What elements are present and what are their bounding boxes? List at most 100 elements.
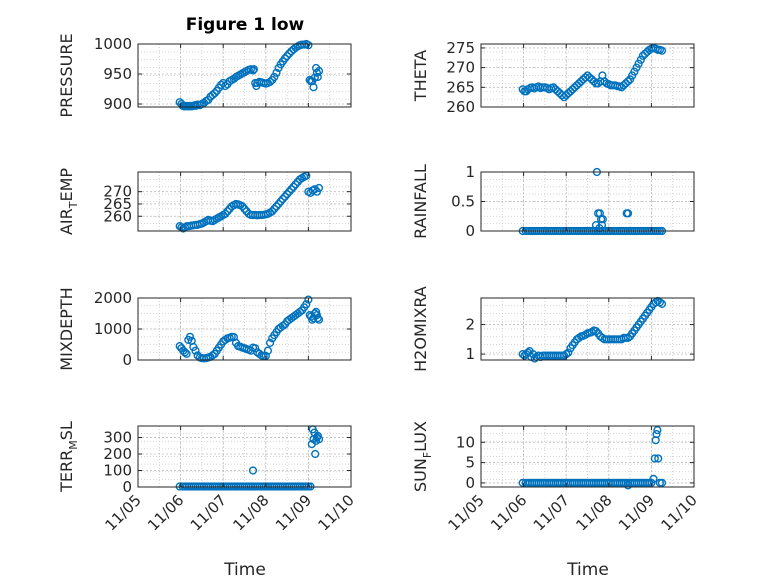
data-point bbox=[623, 77, 633, 86]
y-tick-label: 270 bbox=[103, 183, 132, 201]
data-point bbox=[283, 190, 292, 199]
data-point bbox=[623, 481, 633, 490]
data-point bbox=[302, 300, 311, 309]
y-axis-label-0: PRESSURE bbox=[57, 33, 76, 117]
data-point bbox=[314, 183, 324, 193]
y-axis-label-3: RAINFALL bbox=[411, 164, 430, 239]
data-point bbox=[649, 474, 658, 484]
data-point bbox=[268, 207, 277, 216]
axes-box bbox=[137, 425, 352, 488]
y-tick-label: 2 bbox=[465, 316, 475, 334]
data-point bbox=[285, 187, 294, 196]
y-tick-label: 10 bbox=[456, 433, 475, 451]
x-tick-label: 11/07 bbox=[187, 491, 230, 534]
data-point bbox=[623, 209, 633, 218]
x-tick-label: 11/08 bbox=[572, 491, 615, 534]
data-point bbox=[630, 67, 639, 76]
data-point bbox=[272, 202, 281, 211]
data-point bbox=[208, 90, 217, 100]
data-point bbox=[591, 327, 601, 336]
y-tick-label: 1000 bbox=[94, 35, 132, 53]
y-axis-label-7: SUNFLUX bbox=[411, 421, 434, 492]
subplot-mixdepth: 0 1000 2000 MIXDEPTH bbox=[57, 287, 352, 371]
data-point bbox=[270, 72, 279, 82]
y-axis-label-5: H2OMIXRA bbox=[411, 286, 430, 372]
data-point bbox=[312, 68, 322, 77]
y-axis-label-6: TERRMSL bbox=[57, 421, 80, 493]
data-point bbox=[597, 221, 607, 230]
y-tick-label: 265 bbox=[103, 195, 132, 213]
y-tick-label: 265 bbox=[446, 78, 475, 96]
data-point bbox=[191, 346, 200, 355]
x-axis-label-right: Time bbox=[566, 560, 609, 580]
y-axis-label-1: THETA bbox=[411, 50, 430, 102]
data-point bbox=[313, 314, 322, 323]
data-point bbox=[180, 348, 190, 357]
subplot-h2omixra: 1 2 H2OMIXRA bbox=[411, 286, 695, 372]
data-point bbox=[240, 204, 249, 214]
x-tick-label: 11/07 bbox=[530, 491, 573, 534]
y-tick-label: 300 bbox=[103, 429, 132, 447]
x-tick-label: 11/09 bbox=[272, 491, 315, 534]
y-tick-label: 260 bbox=[103, 207, 132, 225]
data-point bbox=[304, 41, 313, 50]
y-tick-label: 275 bbox=[446, 39, 475, 57]
data-point bbox=[182, 349, 191, 358]
x-tick-label: 11/05 bbox=[102, 491, 145, 534]
data-point bbox=[581, 330, 590, 340]
data-point bbox=[657, 299, 667, 309]
data-point bbox=[650, 454, 659, 463]
y-tick-label: 1 bbox=[465, 345, 475, 363]
data-point bbox=[295, 307, 305, 317]
x-tick-label: 11/06 bbox=[487, 491, 530, 534]
data-point bbox=[314, 66, 324, 76]
data-point bbox=[568, 85, 577, 94]
data-point bbox=[621, 79, 630, 88]
data-point bbox=[304, 295, 313, 304]
axes-box bbox=[137, 43, 352, 108]
y-axis-label-4: MIXDEPTH bbox=[57, 287, 76, 370]
data-point bbox=[657, 478, 667, 488]
data-point bbox=[221, 209, 230, 218]
y-tick-label: 0 bbox=[122, 351, 132, 369]
data-point bbox=[623, 333, 633, 343]
data-point bbox=[549, 83, 558, 92]
x-tick-label: 11/10 bbox=[658, 491, 701, 534]
data-point bbox=[574, 333, 584, 343]
data-point bbox=[223, 207, 232, 216]
data-point bbox=[564, 348, 573, 357]
axes-box bbox=[137, 171, 352, 232]
figure-title: Figure 1 low bbox=[186, 15, 305, 35]
data-point bbox=[625, 75, 635, 84]
data-point bbox=[598, 215, 607, 224]
subplot-pressure: 900 950 1000 PRESSURE bbox=[57, 33, 352, 118]
y-tick-label: 270 bbox=[446, 59, 475, 77]
y-tick-label: 100 bbox=[103, 462, 132, 480]
data-point bbox=[652, 430, 661, 439]
data-point bbox=[653, 426, 662, 435]
data-point bbox=[285, 49, 294, 58]
y-tick-label: 0 bbox=[465, 474, 475, 492]
y-axis-label-2: AIRTEMP bbox=[57, 168, 80, 235]
data-point bbox=[270, 204, 279, 214]
data-point bbox=[249, 65, 259, 74]
subplot-sun-flux: 0 5 10 11/05 11/06 11/07 11/08 11/09 11/10 SUNFLU… bbox=[411, 421, 701, 534]
y-tick-label: 0 bbox=[465, 222, 475, 240]
data-point bbox=[248, 66, 258, 75]
data-point bbox=[280, 54, 290, 63]
data-point bbox=[311, 449, 320, 459]
data-point bbox=[632, 63, 641, 72]
data-point bbox=[266, 77, 275, 86]
data-point bbox=[278, 194, 287, 204]
data-point bbox=[291, 180, 300, 189]
data-point bbox=[657, 46, 667, 55]
x-tick-label: 11/10 bbox=[315, 491, 358, 534]
data-point bbox=[251, 344, 260, 353]
y-tick-label: 900 bbox=[103, 95, 132, 113]
data-point bbox=[272, 68, 281, 77]
data-point bbox=[283, 51, 292, 61]
